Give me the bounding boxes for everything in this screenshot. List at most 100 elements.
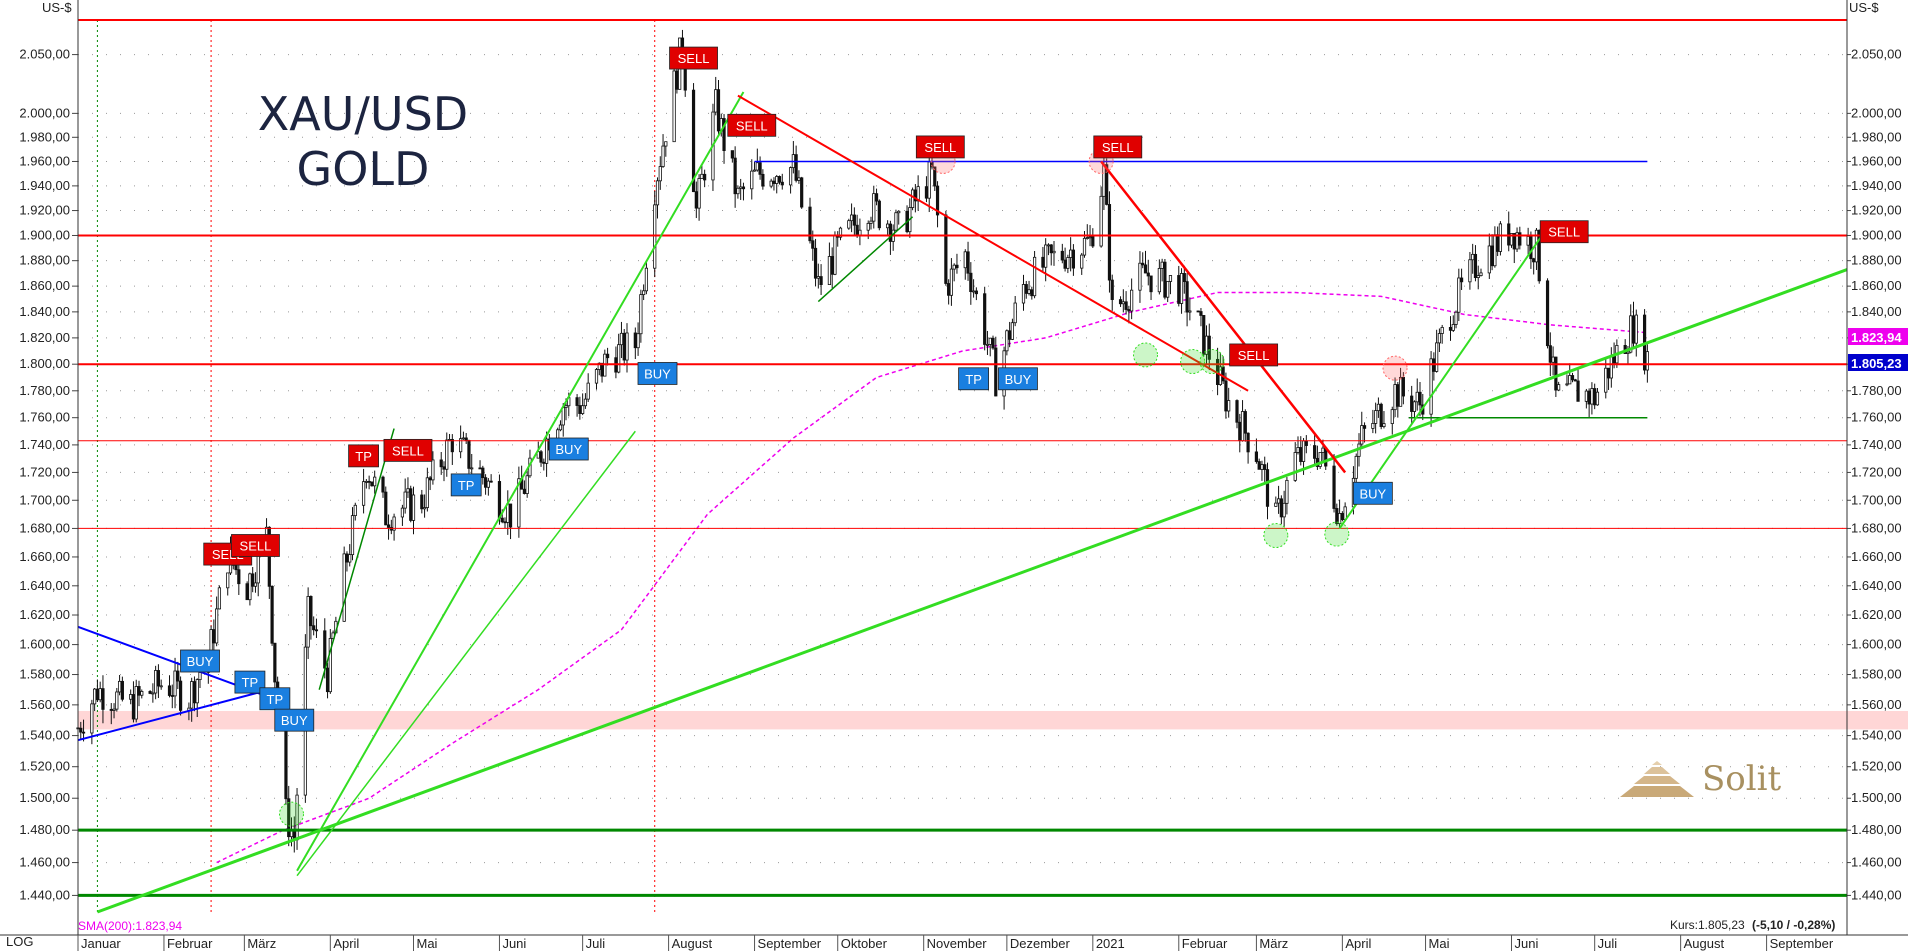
pivot-circle [279, 801, 304, 827]
trend-line [296, 430, 636, 877]
candle-body [217, 587, 222, 610]
x-tick-label: April [333, 936, 359, 951]
candle-body [364, 480, 368, 483]
candle-body [838, 227, 843, 238]
candle-body [1052, 250, 1056, 254]
candle-body [1177, 275, 1181, 304]
candle-body [1166, 281, 1170, 298]
y-tick-label: 1.700,00 [19, 492, 70, 507]
candle-body [877, 200, 881, 229]
candle-body [1590, 388, 1594, 405]
x-tick-label: Juni [1515, 936, 1539, 951]
candle-body [459, 438, 463, 453]
candle-body [1479, 272, 1483, 276]
candle-body [173, 670, 177, 697]
candle-body [935, 185, 940, 216]
candle-body [1529, 236, 1533, 260]
signal-tag-label: TP [355, 449, 372, 464]
candle-body [1554, 356, 1558, 391]
x-tick-label: Juni [502, 936, 526, 951]
signal-tag-label: SELL [392, 443, 424, 458]
candle-body [392, 516, 396, 531]
candle-body [633, 332, 637, 349]
candle-body [234, 564, 238, 571]
candle-body [442, 466, 446, 470]
candle-body [248, 573, 252, 601]
candle-body [847, 220, 851, 229]
x-tick-label: November [927, 936, 988, 951]
candle-body [522, 488, 527, 494]
candle-body [755, 162, 759, 171]
y-tick-label: 1.640,00 [1851, 578, 1902, 593]
candle-body [159, 685, 163, 688]
x-axis: Januar Februar März April Mai Juni Juli August S… [0, 934, 1908, 951]
candle-body [703, 173, 707, 181]
candle-body [697, 178, 701, 209]
signal-tag-tp: TP [450, 473, 482, 497]
pivot-circle [1133, 342, 1158, 368]
candle-body [636, 333, 640, 349]
signal-tag-label: BUY [1005, 372, 1032, 387]
candle-body [794, 154, 798, 181]
candle-body [811, 240, 815, 249]
pivot-circle [1263, 523, 1289, 549]
candle-body [772, 180, 776, 184]
candle-body [361, 481, 366, 506]
y-tick-label: 1.660,00 [1851, 549, 1902, 564]
candle-body [403, 491, 407, 509]
signal-tag-sell: SELL [727, 113, 777, 137]
candle-body [777, 176, 782, 183]
signal-tag-tp: TP [348, 444, 379, 468]
candle-body [134, 686, 138, 720]
y-tick-label: 1.880,00 [19, 253, 70, 268]
candle-body [325, 667, 330, 693]
candle-body [215, 608, 219, 644]
candle-body [827, 256, 832, 285]
signal-tag-label: BUY [644, 366, 671, 381]
candle-body [1099, 195, 1103, 247]
y-tick-label: 1.440,00 [19, 887, 70, 902]
trend-line [1100, 160, 1347, 474]
signal-tag-label: BUY [1359, 486, 1386, 501]
candle-body [539, 451, 543, 463]
candle-body [1185, 281, 1189, 313]
candle-body [253, 582, 258, 587]
x-tick-label: Februar [167, 936, 213, 951]
candle-body [1626, 351, 1630, 354]
candle-body [1157, 268, 1161, 293]
signal-tag-sell: SELL [669, 46, 718, 70]
unit-label-left: US-$ [42, 0, 72, 15]
trend-line [77, 688, 270, 742]
candle-body [1645, 351, 1649, 371]
y-tick-label: 1.920,00 [19, 203, 70, 218]
candle-body [1321, 447, 1325, 453]
candle-body [1188, 310, 1192, 313]
candle-body [855, 224, 859, 237]
candle-body [117, 680, 122, 693]
trend-line [737, 94, 1249, 392]
candle-body [1149, 275, 1153, 293]
candle-body [353, 504, 357, 517]
candle-body [167, 685, 172, 696]
candle-body [1390, 409, 1394, 424]
pivot-circle [1324, 521, 1350, 547]
candle-body [178, 680, 183, 711]
candle-body [1030, 289, 1034, 297]
candle-body [1263, 464, 1267, 470]
candle-body [1257, 461, 1261, 470]
candle-body [411, 494, 416, 521]
candle-body [309, 596, 313, 627]
candle-body [137, 686, 141, 696]
candle-body [1240, 411, 1245, 442]
candle-body [314, 629, 319, 632]
candle-body [525, 475, 529, 494]
candle-body [328, 638, 332, 693]
candle-body [952, 264, 956, 270]
trend-line [318, 428, 395, 690]
candle-body [752, 169, 757, 172]
candle-body [642, 290, 646, 296]
candle-body [800, 177, 804, 208]
candle-body [758, 162, 762, 175]
candle-body [1565, 383, 1569, 386]
